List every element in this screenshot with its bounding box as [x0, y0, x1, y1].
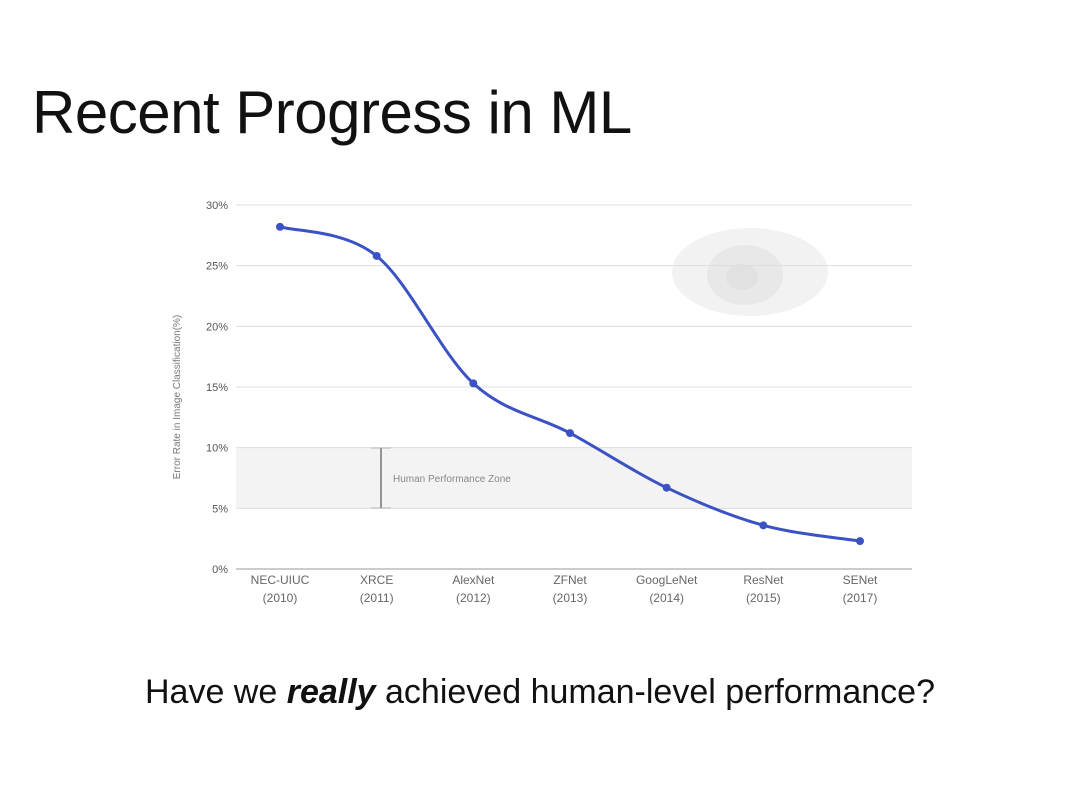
x-category-label: ZFNet [553, 573, 587, 587]
x-category-label: SENet [843, 573, 878, 587]
question-emphasis: really [286, 673, 376, 711]
human-performance-zone [236, 447, 912, 509]
x-category-label: ResNet [743, 573, 784, 587]
data-point [662, 483, 671, 492]
y-tick-label: 5% [212, 503, 228, 515]
x-year-label: (2011) [360, 591, 394, 605]
y-tick-label: 25% [206, 261, 228, 273]
y-tick-label: 20% [206, 321, 228, 333]
x-category-label: GoogLeNet [636, 573, 698, 587]
data-point [276, 222, 284, 231]
y-tick-label: 10% [206, 443, 228, 455]
data-point [759, 521, 768, 530]
x-category-label: AlexNet [452, 573, 495, 587]
y-tick-label: 30% [206, 200, 228, 212]
slide-title: Recent Progress in ML [32, 79, 632, 146]
x-year-label: (2017) [843, 591, 878, 605]
slide-question: Have we really achieved human-level perf… [0, 673, 1080, 712]
y-axis-label: Error Rate in Image Classification(%) [172, 315, 183, 480]
eye-watermark-icon [672, 228, 828, 316]
question-suffix: achieved human-level performance? [375, 673, 936, 711]
data-point [856, 537, 864, 546]
data-point [566, 429, 574, 438]
x-year-label: (2013) [553, 591, 588, 605]
y-tick-label: 15% [206, 382, 228, 394]
x-category-label: NEC-UIUC [251, 573, 310, 587]
x-year-label: (2012) [456, 591, 491, 605]
x-year-label: (2010) [263, 591, 298, 605]
data-point [469, 379, 478, 388]
x-year-label: (2015) [746, 591, 781, 605]
y-tick-label: 0% [212, 564, 228, 576]
zone-label: Human Performance Zone [393, 474, 511, 485]
x-category-label: XRCE [360, 573, 393, 587]
x-year-label: (2014) [649, 591, 684, 605]
data-point [372, 251, 381, 260]
question-prefix: Have we [144, 673, 287, 711]
